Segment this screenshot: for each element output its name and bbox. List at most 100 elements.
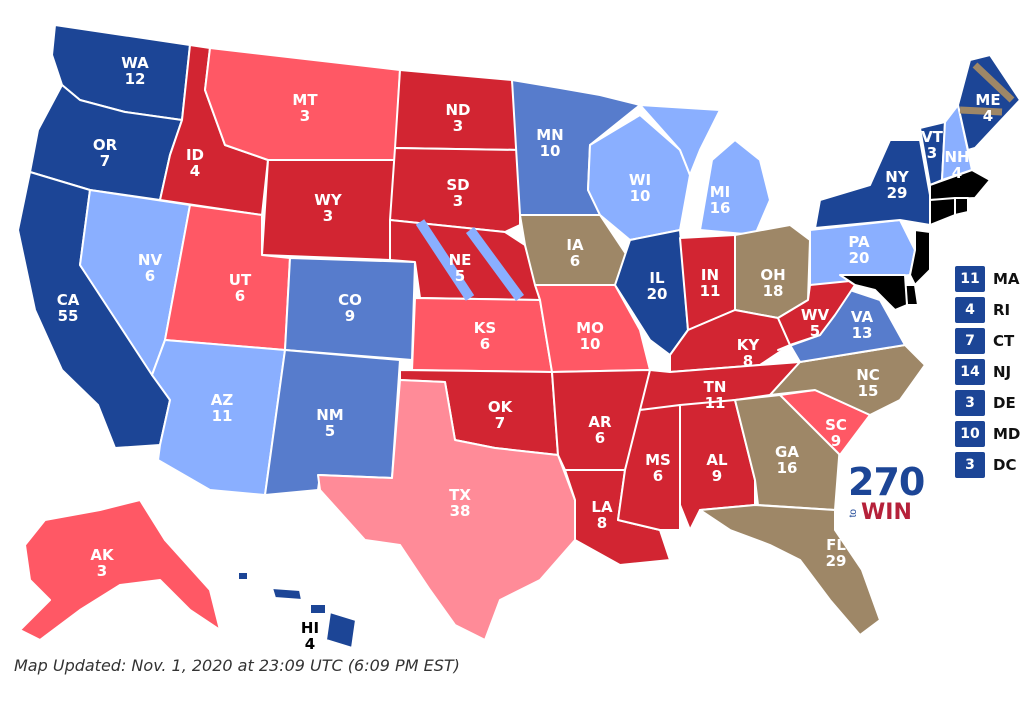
state-votes-AL: 9 — [712, 467, 722, 485]
logo-win: WIN — [861, 500, 912, 525]
state-abbr-NV: NV — [138, 251, 163, 269]
state-votes-OH: 18 — [763, 282, 784, 300]
state-votes-MO: 10 — [580, 335, 601, 353]
small-state-row-DE[interactable]: 3 DE — [955, 390, 1024, 416]
state-votes-KY: 8 — [743, 352, 753, 370]
small-state-votes-RI: 4 — [955, 297, 985, 323]
state-TX[interactable] — [317, 379, 576, 641]
state-votes-WY: 3 — [323, 207, 333, 225]
state-label-MN: MN 10 — [536, 126, 563, 160]
state-votes-LA: 8 — [597, 514, 607, 532]
small-state-abbr-DE: DE — [993, 394, 1016, 412]
state-abbr-NE: NE — [449, 251, 472, 269]
state-label-NM: NM 5 — [316, 406, 343, 440]
state-abbr-KS: KS — [474, 319, 496, 337]
state-votes-VT: 3 — [927, 144, 937, 162]
state-label-TN: TN 11 — [704, 378, 727, 412]
state-label-VA: VA 13 — [851, 308, 874, 342]
state-label-ID: ID 4 — [186, 146, 204, 180]
state-label-ME: ME 4 — [975, 91, 1000, 125]
state-MD[interactable] — [839, 274, 908, 311]
state-abbr-MO: MO — [576, 319, 604, 337]
state-RI[interactable] — [954, 197, 969, 216]
state-abbr-UT: UT — [229, 271, 252, 289]
state-votes-SC: 9 — [831, 432, 841, 450]
state-abbr-TN: TN — [704, 378, 727, 396]
state-votes-NE: 5 — [455, 267, 465, 285]
state-label-LA: LA 8 — [591, 498, 613, 532]
state-label-MT: MT 3 — [292, 91, 318, 125]
state-label-MO: MO 10 — [576, 319, 604, 353]
small-state-abbr-RI: RI — [993, 301, 1011, 319]
state-votes-UT: 6 — [235, 287, 245, 305]
state-abbr-MT: MT — [292, 91, 318, 109]
state-abbr-ID: ID — [186, 146, 204, 164]
small-state-row-MD[interactable]: 10 MD — [955, 421, 1024, 447]
state-votes-AK: 3 — [97, 562, 107, 580]
small-state-abbr-MA: MA — [993, 270, 1020, 288]
map-updated-footer: Map Updated: Nov. 1, 2020 at 23:09 UTC (… — [14, 656, 460, 675]
state-votes-IA: 6 — [570, 252, 580, 270]
state-label-MI: MI 16 — [710, 183, 731, 217]
small-state-row-DC[interactable]: 3 DC — [955, 452, 1024, 478]
state-votes-OR: 7 — [100, 152, 110, 170]
state-votes-ME: 4 — [983, 107, 993, 125]
state-label-OR: OR 7 — [93, 136, 118, 170]
state-abbr-MI: MI — [710, 183, 731, 201]
state-votes-GA: 16 — [777, 459, 798, 477]
state-ME[interactable] — [957, 54, 1021, 151]
state-label-OK: OK 7 — [488, 398, 514, 432]
state-label-NE: NE 5 — [449, 251, 472, 285]
state-abbr-WI: WI — [629, 171, 651, 189]
small-state-row-RI[interactable]: 4 RI — [955, 297, 1024, 323]
state-votes-PA: 20 — [849, 249, 870, 267]
state-label-SD: SD 3 — [446, 176, 469, 210]
state-abbr-HI: HI — [301, 619, 319, 637]
small-state-row-CT[interactable]: 7 CT — [955, 328, 1024, 354]
me-district-hatch — [959, 62, 1015, 116]
small-state-row-NJ[interactable]: 14 NJ — [955, 359, 1024, 385]
small-state-votes-NJ: 14 — [955, 359, 985, 385]
state-label-IL: IL 20 — [647, 269, 668, 303]
state-abbr-NY: NY — [885, 168, 910, 186]
small-state-abbr-CT: CT — [993, 332, 1015, 350]
state-KY[interactable] — [669, 309, 791, 373]
state-label-SC: SC 9 — [825, 416, 847, 450]
state-label-AR: AR 6 — [588, 413, 612, 447]
state-abbr-WY: WY — [314, 191, 343, 209]
state-votes-NV: 6 — [145, 267, 155, 285]
state-FL[interactable] — [699, 504, 881, 636]
state-AK[interactable] — [19, 499, 221, 641]
state-abbr-MS: MS — [645, 451, 671, 469]
state-label-ND: ND 3 — [445, 101, 470, 135]
state-label-NC: NC 15 — [856, 366, 880, 400]
state-label-WI: WI 10 — [629, 171, 651, 205]
small-state-row-MA[interactable]: 11 MA — [955, 266, 1024, 292]
state-abbr-SD: SD — [446, 176, 469, 194]
state-votes-NM: 5 — [325, 422, 335, 440]
state-abbr-FL: FL — [826, 536, 846, 554]
state-label-WV: WV 5 — [801, 306, 830, 340]
state-abbr-AZ: AZ — [211, 391, 234, 409]
state-NJ[interactable] — [909, 229, 931, 286]
state-label-NV: NV 6 — [138, 251, 163, 285]
state-votes-AR: 6 — [595, 429, 605, 447]
270towin-logo: 270 to WIN — [848, 462, 925, 532]
state-abbr-LA: LA — [591, 498, 613, 516]
state-CT[interactable] — [929, 197, 956, 226]
state-MA[interactable] — [929, 169, 991, 201]
small-state-votes-MA: 11 — [955, 266, 985, 292]
state-abbr-GA: GA — [775, 443, 799, 461]
state-SD[interactable] — [389, 147, 521, 233]
state-label-WY: WY 3 — [314, 191, 343, 225]
state-votes-OK: 7 — [495, 414, 505, 432]
state-votes-MT: 3 — [300, 107, 310, 125]
state-abbr-VT: VT — [921, 128, 944, 146]
state-NY[interactable] — [814, 139, 931, 229]
state-votes-NY: 29 — [887, 184, 908, 202]
state-label-IA: IA 6 — [566, 236, 584, 270]
state-label-NH: NH 4 — [944, 148, 969, 182]
state-label-UT: UT 6 — [229, 271, 252, 305]
state-abbr-AK: AK — [90, 546, 115, 564]
state-HI[interactable] — [237, 571, 357, 649]
